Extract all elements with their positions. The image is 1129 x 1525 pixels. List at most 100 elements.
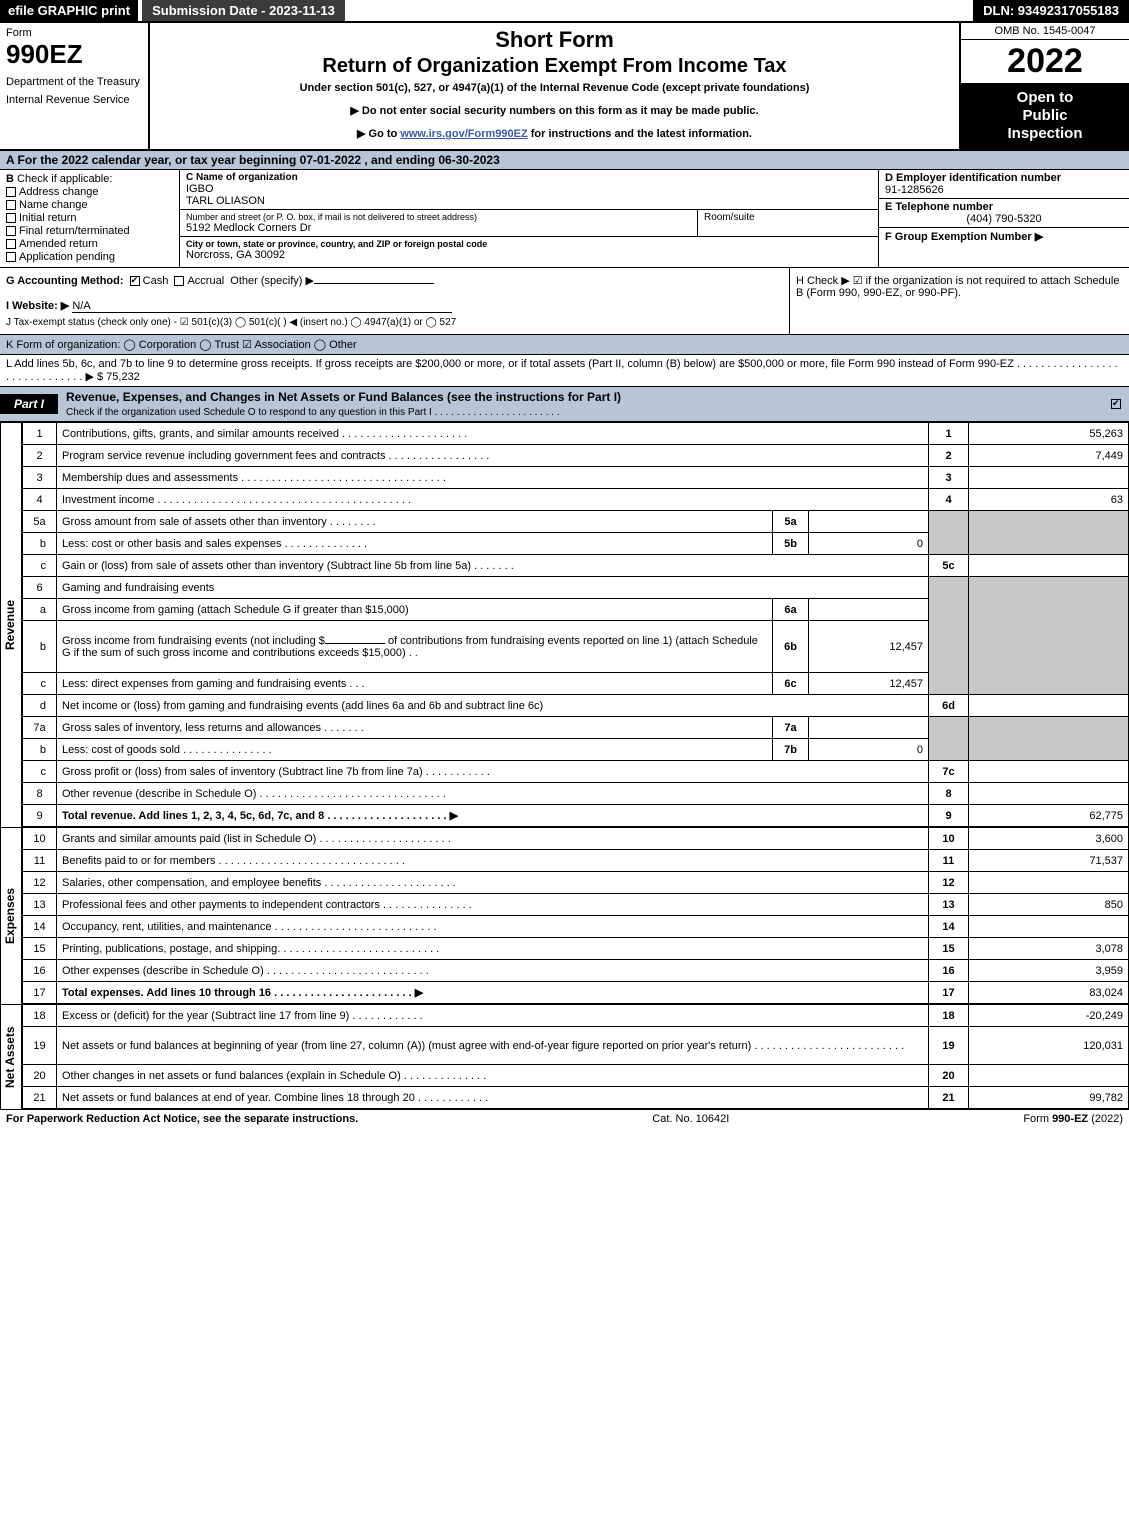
form-word: Form: [6, 27, 142, 39]
form-header: Form 990EZ Department of the Treasury In…: [0, 23, 1129, 151]
footer-left: For Paperwork Reduction Act Notice, see …: [6, 1113, 358, 1125]
revenue-section: Revenue 1Contributions, gifts, grants, a…: [0, 422, 1129, 827]
cb-name-change[interactable]: Name change: [6, 199, 173, 211]
website-value: N/A: [72, 300, 452, 313]
instr-post: for instructions and the latest informat…: [531, 128, 752, 140]
line-13: 13Professional fees and other payments t…: [23, 894, 1129, 916]
line-19: 19Net assets or fund balances at beginni…: [23, 1027, 1129, 1065]
g-other: Other (specify) ▶: [230, 275, 314, 287]
city-block: City or town, state or province, country…: [180, 237, 878, 263]
row-gh: G Accounting Method: Cash Accrual Other …: [0, 268, 1129, 335]
room-label: Room/suite: [704, 212, 755, 223]
line-21: 21Net assets or fund balances at end of …: [23, 1087, 1129, 1109]
part-1-subtitle: Check if the organization used Schedule …: [66, 407, 560, 418]
dept-irs: Internal Revenue Service: [6, 94, 142, 106]
b-label: B: [6, 173, 14, 185]
line-20: 20Other changes in net assets or fund ba…: [23, 1065, 1129, 1087]
net-assets-section: Net Assets 18Excess or (deficit) for the…: [0, 1004, 1129, 1109]
return-subtitle: Under section 501(c), 527, or 4947(a)(1)…: [158, 82, 951, 94]
group-exemption-label: F Group Exemption Number ▶: [885, 231, 1043, 243]
line-5c: cGain or (loss) from sale of assets othe…: [23, 555, 1129, 577]
h-schedule-b: H Check ▶ ☑ if the organization is not r…: [789, 268, 1129, 334]
open-line1: Open to: [965, 89, 1125, 107]
tel-value: (404) 790-5320: [885, 213, 1123, 225]
section-bcd: B Check if applicable: Address change Na…: [0, 170, 1129, 268]
room-block: Room/suite: [698, 210, 878, 236]
expenses-vlabel: Expenses: [0, 827, 22, 1004]
expenses-section: Expenses 10Grants and similar amounts pa…: [0, 827, 1129, 1004]
line-11: 11Benefits paid to or for members . . . …: [23, 850, 1129, 872]
cb-initial-return[interactable]: Initial return: [6, 212, 173, 224]
tax-year: 2022: [961, 40, 1129, 83]
g-accrual: Accrual: [187, 275, 224, 287]
line-6: 6Gaming and fundraising events: [23, 577, 1129, 599]
cb-application-pending[interactable]: Application pending: [6, 251, 173, 263]
dept-treasury: Department of the Treasury: [6, 76, 142, 88]
line-15: 15Printing, publications, postage, and s…: [23, 938, 1129, 960]
instr-ssn: ▶ Do not enter social security numbers o…: [158, 104, 951, 117]
tel-block: E Telephone number (404) 790-5320: [879, 199, 1129, 228]
part-1-checkbox[interactable]: [1111, 399, 1121, 409]
open-line2: Public: [965, 107, 1125, 125]
i-label: I Website: ▶: [6, 300, 69, 312]
return-title: Return of Organization Exempt From Incom…: [158, 55, 951, 78]
top-bar: efile GRAPHIC print Submission Date - 20…: [0, 0, 1129, 23]
ein-block: D Employer identification number 91-1285…: [879, 170, 1129, 199]
instr-pre: ▶ Go to: [357, 128, 400, 140]
net-assets-vlabel: Net Assets: [0, 1004, 22, 1109]
tel-label: E Telephone number: [885, 201, 1123, 213]
l-amount: 75,232: [106, 371, 140, 383]
line-6d: dNet income or (loss) from gaming and fu…: [23, 695, 1129, 717]
cb-final-return[interactable]: Final return/terminated: [6, 225, 173, 237]
cb-amended-return[interactable]: Amended return: [6, 238, 173, 250]
irs-link[interactable]: www.irs.gov/Form990EZ: [400, 128, 527, 140]
row-k: K Form of organization: ◯ Corporation ◯ …: [0, 335, 1129, 355]
row-l: L Add lines 5b, 6c, and 7b to line 9 to …: [0, 355, 1129, 387]
line-3: 3Membership dues and assessments . . . .…: [23, 467, 1129, 489]
city-label: City or town, state or province, country…: [186, 239, 872, 249]
line-16: 16Other expenses (describe in Schedule O…: [23, 960, 1129, 982]
line-12: 12Salaries, other compensation, and empl…: [23, 872, 1129, 894]
footer-center: Cat. No. 10642I: [358, 1113, 1023, 1125]
page-footer: For Paperwork Reduction Act Notice, see …: [0, 1109, 1129, 1128]
street-label: Number and street (or P. O. box, if mail…: [186, 212, 691, 222]
footer-right: Form 990-EZ (2022): [1023, 1113, 1123, 1125]
city-value: Norcross, GA 30092: [186, 249, 872, 261]
revenue-table: 1Contributions, gifts, grants, and simil…: [22, 422, 1129, 827]
line-7a: 7aGross sales of inventory, less returns…: [23, 717, 1129, 739]
c-name-label: C Name of organization: [186, 172, 872, 183]
open-line3: Inspection: [965, 125, 1125, 143]
line-9: 9Total revenue. Add lines 1, 2, 3, 4, 5c…: [23, 805, 1129, 827]
part-1-header: Part I Revenue, Expenses, and Changes in…: [0, 387, 1129, 422]
g-cash: Cash: [143, 275, 169, 287]
open-to-public-badge: Open to Public Inspection: [961, 83, 1129, 149]
col-d: D Employer identification number 91-1285…: [879, 170, 1129, 267]
ein-value: 91-1285626: [885, 184, 1123, 196]
row-a-tax-year: A For the 2022 calendar year, or tax yea…: [0, 151, 1129, 170]
org-name-2: TARL OLIASON: [186, 195, 872, 207]
net-assets-table: 18Excess or (deficit) for the year (Subt…: [22, 1004, 1129, 1109]
efile-print-label[interactable]: efile GRAPHIC print: [0, 0, 138, 21]
cb-address-change[interactable]: Address change: [6, 186, 173, 198]
line-4: 4Investment income . . . . . . . . . . .…: [23, 489, 1129, 511]
instr-link-row: ▶ Go to www.irs.gov/Form990EZ for instru…: [158, 127, 951, 140]
line-17: 17Total expenses. Add lines 10 through 1…: [23, 982, 1129, 1004]
ein-label: D Employer identification number: [885, 172, 1123, 184]
line-5a: 5aGross amount from sale of assets other…: [23, 511, 1129, 533]
org-name-1: IGBO: [186, 183, 872, 195]
header-center: Short Form Return of Organization Exempt…: [150, 23, 959, 149]
part-1-badge: Part I: [0, 394, 58, 414]
street-block: Number and street (or P. O. box, if mail…: [180, 210, 698, 236]
line-2: 2Program service revenue including gover…: [23, 445, 1129, 467]
dln-badge: DLN: 93492317055183: [973, 0, 1129, 21]
part-1-title: Revenue, Expenses, and Changes in Net As…: [58, 387, 1111, 421]
g-other-input[interactable]: [314, 283, 434, 284]
cb-cash[interactable]: [130, 276, 140, 286]
l-text: L Add lines 5b, 6c, and 7b to line 9 to …: [6, 358, 1118, 383]
form-number: 990EZ: [6, 39, 142, 70]
g-accounting: G Accounting Method: Cash Accrual Other …: [0, 268, 789, 334]
expenses-table: 10Grants and similar amounts paid (list …: [22, 827, 1129, 1004]
header-left: Form 990EZ Department of the Treasury In…: [0, 23, 150, 149]
h-text: H Check ▶ ☑ if the organization is not r…: [796, 275, 1119, 299]
cb-accrual[interactable]: [174, 276, 184, 286]
